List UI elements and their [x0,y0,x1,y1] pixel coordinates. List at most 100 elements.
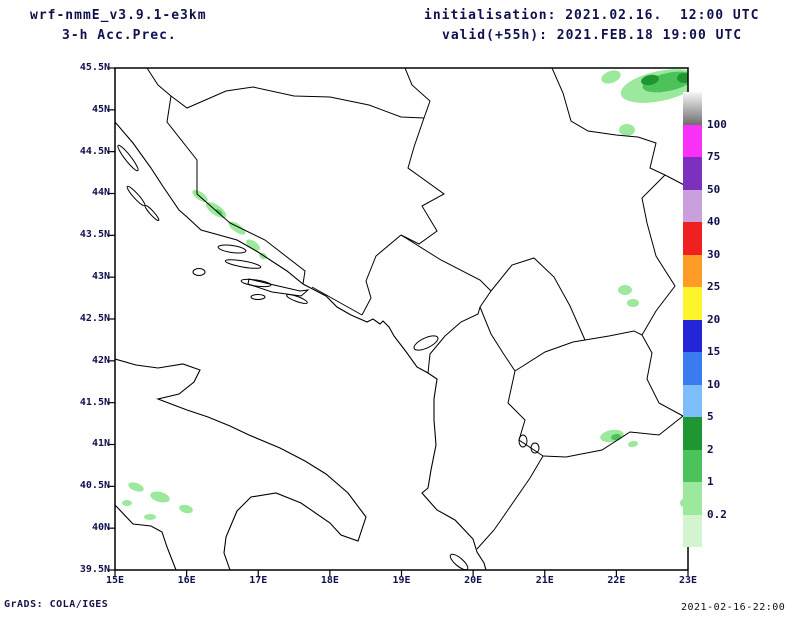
legend-color-segment [683,514,702,547]
lon-tick-label: 20E [464,575,483,586]
legend-color-segment [683,417,702,450]
legend-value-label: 1 [707,475,714,488]
lat-tick-label: 44N [91,187,110,199]
lat-tick-label: 40N [91,522,110,534]
precip-patch [128,482,144,492]
model-title: wrf-nmmE_v3.9.1-e3km [30,8,207,23]
border-albania-macedonia [507,370,544,457]
lakes [413,335,540,454]
product-title: 3-h Acc.Prec. [62,28,177,43]
coastline-italy-tyrrhenian [115,504,177,570]
lat-tick-label: 45.5N [79,62,110,73]
border-bosnia-serbia [400,117,445,245]
legend-colorbar [683,92,702,547]
legend-color-segment [683,482,702,515]
coastline-italy-adriatic [115,358,367,570]
legend-value-label: 75 [707,150,721,163]
coastline-east-adriatic [115,121,487,570]
precip-patch [611,433,621,441]
grads-credit: GrADS: COLA/IGES [4,599,109,610]
legend-color-segment [683,92,702,125]
border-serbia-bulgaria [641,174,676,336]
precip-patch [215,209,223,215]
lat-tick-label: 43.5N [79,229,110,241]
legend-color-segment [683,222,702,255]
lat-tick-label: 40.5N [79,480,110,492]
border-albania-kosovo [479,306,516,372]
legend-color-segment [683,287,702,320]
legend-value-label: 30 [707,247,721,261]
legend-value-label: 5 [707,410,714,423]
lat-tick-label: 45N [91,103,110,115]
border-croatia-bosnia [166,95,363,316]
border-kosovo-serbia [490,257,586,341]
lon-tick-label: 15E [105,575,125,586]
legend-color-segment [683,254,702,287]
dalmatian-islands [117,144,469,570]
legend-value-label: 40 [707,215,721,228]
lon-tick-label: 16E [177,575,196,586]
lon-tick-label: 22E [607,575,626,586]
border-bosnia-north [170,86,425,119]
legend-value-label: 2 [707,442,714,456]
border-macedonia-bulgaria [641,334,684,417]
axis-ticks [108,67,689,577]
border-montenegro-albania [427,306,481,374]
lon-tick-label: 21E [535,575,554,586]
lon-tick-label: 18E [320,575,339,586]
border-montenegro-serbia [400,234,492,292]
legend-value-label: 20 [707,312,721,326]
precip-patch [601,70,621,84]
country-borders [146,68,688,550]
precip-patch [677,73,688,83]
border-macedonia-greece [542,415,684,458]
lon-tick-label: 17E [249,575,268,586]
precip-patch [627,299,639,307]
lat-tick-label: 41.5N [79,396,110,408]
legend-value-label: 50 [707,182,721,196]
border-serbia-macedonia [584,330,643,341]
border-albania-greece [476,455,544,550]
precip-patch [618,285,632,295]
legend-value-label: 15 [707,345,721,358]
lat-tick-label: 39.5N [79,563,110,575]
precip-patch [641,74,659,86]
border-kosovo-macedonia [514,339,586,372]
border-serbia-romania-danube [551,68,688,188]
legend-color-segment [683,189,702,222]
border-croatia-serbia [404,68,431,119]
legend-value-label: 25 [707,280,721,293]
legend-color-segment [683,352,702,385]
legend-color-segment [683,124,702,157]
lon-tick-label: 19E [392,575,411,586]
precip-patch [619,124,635,136]
precip-patch [144,514,156,520]
precip-patch [628,440,638,448]
valid-time-label: valid(+55h): 2021.FEB.18 19:00 UTC [442,28,743,43]
map-frame [114,67,689,571]
legend-color-segment [683,157,702,190]
legend-value-label: 100 [707,117,727,131]
precipitation-layer [122,69,688,520]
lon-tick-label: 23E [678,575,698,586]
lat-tick-label: 42N [91,354,110,366]
legend-value-label: 0.2 [707,507,727,521]
legend-value-label: 10 [707,377,721,391]
precip-patch [150,491,170,503]
legend-color-segment [683,384,702,417]
legend-color-segment [683,449,702,482]
border-bosnia-montenegro [361,234,402,316]
lat-tick-label: 43N [91,271,110,283]
lat-tick-label: 42.5N [79,312,110,324]
lat-tick-label: 41N [91,438,110,450]
precip-patch [228,221,246,235]
creation-timestamp: 2021-02-16-22:00 [681,602,786,613]
border-montenegro-kosovo [479,290,492,308]
lat-tick-label: 44.5N [79,145,110,157]
precip-patch [246,239,260,251]
init-time-label: initialisation: 2021.02.16. 12:00 UTC [424,8,760,23]
legend-color-segment [683,319,702,352]
precip-patch [122,500,132,506]
